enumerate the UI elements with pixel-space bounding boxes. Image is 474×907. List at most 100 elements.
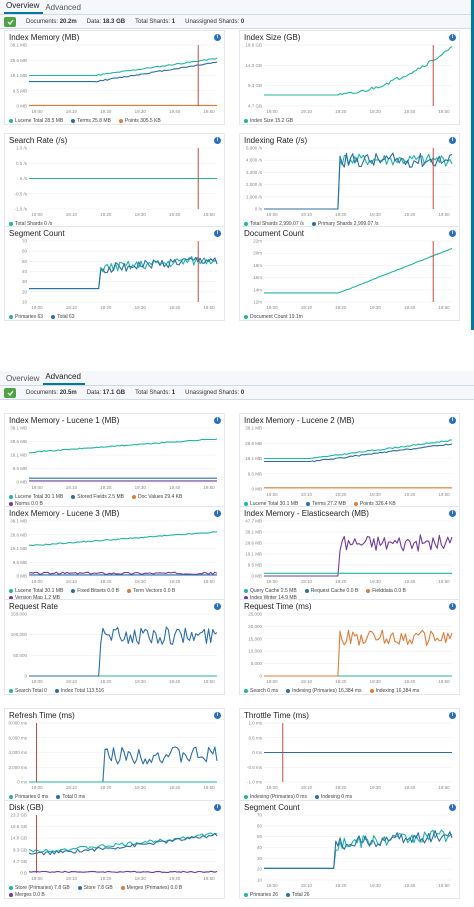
info-icon[interactable]: i xyxy=(214,804,221,811)
info-icon[interactable]: i xyxy=(214,417,221,424)
legend-swatch xyxy=(244,596,248,600)
y-tick-label: 9.5 MB xyxy=(248,471,262,476)
x-tick-label: 19:50 xyxy=(438,492,450,497)
legend-item[interactable]: Store (Primaries) 7.8 GB xyxy=(9,885,70,891)
info-icon[interactable]: i xyxy=(449,712,456,719)
legend-item[interactable]: Fixed Bitsets 0.0 B xyxy=(71,588,119,594)
x-tick-label: 19:10 xyxy=(301,579,313,584)
legend-item[interactable]: Terms 27.2 MB xyxy=(306,501,346,507)
info-icon[interactable]: i xyxy=(449,34,456,41)
legend-item[interactable]: Terms 25.8 MB xyxy=(71,118,111,124)
legend-swatch xyxy=(244,795,248,799)
legend-item[interactable]: Search Total 0 xyxy=(9,688,47,694)
y-tick-label: -1.0 ms xyxy=(247,780,263,785)
y-tick-label: 0 xyxy=(259,674,262,679)
tab-overview[interactable]: Overview xyxy=(6,374,40,383)
legend-item[interactable]: Stored Fields 2.5 MB xyxy=(71,494,124,500)
legend-item[interactable]: Merges 0.0 B xyxy=(9,892,45,898)
legend-item[interactable]: Total 63 xyxy=(51,314,75,320)
chart-legend: Primaries 0 ms Total 0 ms xyxy=(9,794,223,800)
tab-advanced[interactable]: Advanced xyxy=(45,3,81,12)
info-icon[interactable]: i xyxy=(449,137,456,144)
legend-item[interactable]: Index Total 113,516 xyxy=(54,688,104,694)
info-icon[interactable]: i xyxy=(449,230,456,237)
legend-item[interactable]: Indexing 16,384 ms xyxy=(369,688,419,694)
legend-label: Index Writer 14.9 MB xyxy=(250,595,297,601)
y-tick-label: 40 xyxy=(22,269,28,274)
info-icon[interactable]: i xyxy=(449,510,456,517)
legend-item[interactable]: Request Cache 0.0 B xyxy=(304,588,358,594)
legend-item[interactable]: Search 0 ms xyxy=(244,688,278,694)
legend-item[interactable]: Lucene Total 30.1 MB xyxy=(244,501,298,507)
legend-item[interactable]: Norms 0.0 B xyxy=(9,501,43,507)
legend-item[interactable]: Primaries 26 xyxy=(244,892,278,898)
chart-legend: Lucene Total 28.5 MB Terms 25.8 MB Points … xyxy=(9,118,223,124)
legend-item[interactable]: Store 7.8 GB xyxy=(77,885,113,891)
info-icon[interactable]: i xyxy=(449,804,456,811)
y-tick-label: 3,000 /s xyxy=(246,170,263,175)
legend-swatch xyxy=(9,689,13,693)
legend-label: Version Map 1.2 MB xyxy=(15,595,61,601)
legend-item[interactable]: Index Writer 14.9 MB xyxy=(244,595,297,601)
legend-swatch xyxy=(311,222,316,226)
legend-item[interactable]: Lucene Total 28.5 MB xyxy=(9,118,63,124)
y-tick-label: 18m xyxy=(253,263,262,268)
info-icon[interactable]: i xyxy=(214,603,221,610)
info-icon[interactable]: i xyxy=(449,603,456,610)
info-icon[interactable]: i xyxy=(214,34,221,41)
x-tick-label: 19:30 xyxy=(370,212,382,217)
info-icon[interactable]: i xyxy=(449,417,456,424)
x-tick-label: 19:40 xyxy=(169,679,181,684)
info-icon[interactable]: i xyxy=(214,712,221,719)
chart-plot: 150,000 100,000 50,000 0 19:00 19:10 19:20 19:3… xyxy=(11,612,218,684)
legend-item[interactable]: Total 0 ms xyxy=(56,794,85,800)
x-tick-label: 19:10 xyxy=(66,212,78,217)
legend-swatch xyxy=(369,689,374,693)
legend-label: Terms 25.8 MB xyxy=(77,118,111,124)
tab-overview[interactable]: Overview xyxy=(4,1,44,14)
series-line xyxy=(28,833,218,856)
legend-item[interactable]: Total 26 xyxy=(286,892,310,898)
legend-label: Points 326.4 KB xyxy=(359,501,396,507)
legend-swatch xyxy=(77,886,82,890)
legend-label: Lucene Total 30.1 MB xyxy=(250,501,299,507)
unassigned-shards-stat: Unassigned Shards: 0 xyxy=(185,18,245,25)
chart-title: Index Memory - Lucene 1 (MB) xyxy=(9,416,120,425)
legend-item[interactable]: Points 326.4 KB xyxy=(353,501,396,507)
tab-advanced[interactable]: Advanced xyxy=(43,372,85,385)
y-tick-label: 25,000 xyxy=(248,612,262,617)
legend-item[interactable]: Fielddata 0.0 B xyxy=(366,588,406,594)
legend-item[interactable]: Term Vectors 0.0 B xyxy=(126,588,175,594)
y-tick-label: 28.6 MB xyxy=(245,441,262,446)
legend-item[interactable]: Primary Shards 2,999.07 /s xyxy=(311,221,379,227)
legend-item[interactable]: Document Count 19.1m xyxy=(244,314,303,320)
chart-title: Search Rate (/s) xyxy=(9,136,68,145)
legend-item[interactable]: Version Map 1.2 MB xyxy=(9,595,60,601)
x-tick-label: 19:40 xyxy=(169,876,181,881)
legend-item[interactable]: Total Shards 2,999.07 /s xyxy=(244,221,304,227)
legend-item[interactable]: Lucene Total 30.1 MB xyxy=(9,494,63,500)
legend-item[interactable]: Merges (Primaries) 0.0 B xyxy=(120,885,182,891)
legend-item[interactable]: Lucene Total 30.1 MB xyxy=(9,588,63,594)
legend-item[interactable]: Indexing (Primaries) 0 ms xyxy=(244,794,307,800)
legend-item[interactable]: Doc Values 29.4 KB xyxy=(131,494,182,500)
y-tick-label: 28.6 MB xyxy=(10,439,27,444)
chart-plot: 8,000 ms 6,000 ms 4,000 ms 2,000 ms 0 ms19:0… xyxy=(8,721,218,790)
chart-panel-index-memory-elasticsearch-mb: Index Memory - Elasticsearch (MB) i 47.7 M… xyxy=(239,506,460,602)
info-icon[interactable]: i xyxy=(214,137,221,144)
legend-item[interactable]: Index Size 15.2 GB xyxy=(244,118,293,124)
chart-legend: Lucene Total 30.1 MB Stored Fields 2.5 MB… xyxy=(9,494,223,507)
legend-item[interactable]: Query Cache 2.5 MB xyxy=(244,588,297,594)
y-tick-label: 0 xyxy=(24,674,27,679)
legend-item[interactable]: Primaries 63 xyxy=(9,314,43,320)
legend-item[interactable]: Total Shards 0 /s xyxy=(9,221,52,227)
legend-item[interactable]: Primaries 0 ms xyxy=(9,794,48,800)
info-icon[interactable]: i xyxy=(214,230,221,237)
legend-item[interactable]: Points 305.5 KB xyxy=(118,118,161,124)
legend-item[interactable]: Indexing (Primaries) 16,384 ms xyxy=(286,688,362,694)
tab-bar: Overview Advanced xyxy=(0,0,471,15)
x-tick-label: 19:50 xyxy=(203,876,215,881)
legend-item[interactable]: Indexing 0 ms xyxy=(314,794,352,800)
info-icon[interactable]: i xyxy=(214,510,221,517)
